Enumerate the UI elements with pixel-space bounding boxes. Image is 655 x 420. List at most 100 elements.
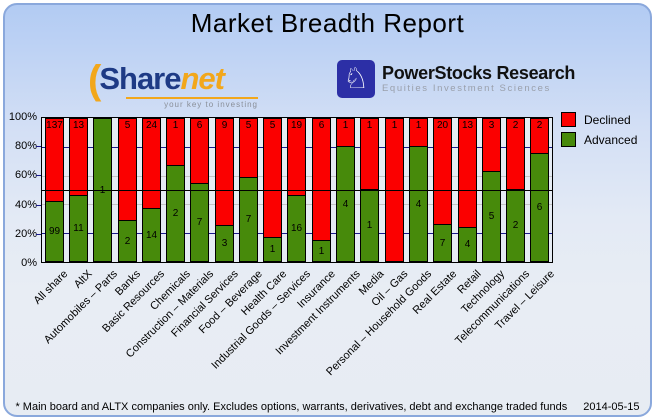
declined-count-label: 1 xyxy=(366,120,373,131)
sharenet-arc-icon: ( xyxy=(88,58,102,102)
advanced-count-label: 4 xyxy=(415,198,422,210)
declined-count-label: 1 xyxy=(172,120,179,131)
y-axis-label: 80% xyxy=(14,140,37,152)
y-axis-label: 100% xyxy=(8,111,37,123)
bar-segment-advanced: 16 xyxy=(287,196,306,262)
legend-item-advanced: Advanced xyxy=(561,132,637,147)
y-axis-label: 40% xyxy=(14,199,37,211)
advanced-count-label: 6 xyxy=(536,202,543,213)
declined-count-label: 9 xyxy=(221,120,228,131)
y-axis-tick xyxy=(36,175,41,176)
advanced-count-label: 2 xyxy=(172,208,179,219)
advanced-swatch-icon xyxy=(561,132,576,147)
y-axis-label: 60% xyxy=(14,169,37,181)
advanced-count-label: 99 xyxy=(48,226,61,237)
bar-segment-declined: 24 xyxy=(142,118,161,209)
bar-segment-declined: 1 xyxy=(336,118,355,147)
bar-segment-declined: 9 xyxy=(215,118,234,226)
bar-segment-advanced: 2 xyxy=(506,190,525,262)
advanced-count-label: 2 xyxy=(512,220,519,231)
declined-count-label: 13 xyxy=(72,120,85,131)
bar-segment-declined: 3 xyxy=(482,118,501,172)
advanced-count-label: 11 xyxy=(73,223,84,234)
bar-segment-advanced: 3 xyxy=(215,226,234,262)
declined-count-label: 20 xyxy=(436,120,449,131)
bar-segment-declined: 5 xyxy=(239,118,258,178)
advanced-count-label: 5 xyxy=(488,211,495,222)
advanced-count-label: 7 xyxy=(196,217,203,228)
bar-basic-resources: 24 14 xyxy=(142,118,161,262)
declined-count-label: 2 xyxy=(536,120,543,131)
bar-segment-declined: 1 xyxy=(409,118,428,147)
sharenet-logo: ( Share net your key to investing xyxy=(88,56,258,109)
chess-knight-icon: ♘ xyxy=(337,60,375,98)
bar-segment-declined: 5 xyxy=(263,118,282,238)
bar-segment-advanced: 1 xyxy=(360,190,379,262)
bar-segment-advanced: 14 xyxy=(142,209,161,262)
powerstocks-title: PowerStocks Research xyxy=(382,62,576,83)
bar-segment-advanced: 1 xyxy=(312,241,331,262)
plot-area: 1379913111522414126793575119166114111142… xyxy=(41,117,553,263)
bar-segment-advanced: 1 xyxy=(263,238,282,262)
page-title: Market Breadth Report xyxy=(190,8,465,38)
declined-count-label: 2 xyxy=(512,120,519,131)
advanced-count-label: 2 xyxy=(124,235,131,247)
bar-all-share: 137 99 xyxy=(45,118,64,262)
bar-segment-declined: 2 xyxy=(530,118,549,154)
bar-segment-declined: 13 xyxy=(69,118,88,196)
y-axis-tick xyxy=(36,205,41,206)
declined-count-label: 6 xyxy=(196,120,203,131)
bar-industrial-goods-services: 19 16 xyxy=(287,118,306,262)
bar-segment-declined: 1 xyxy=(166,118,185,166)
declined-count-label: 3 xyxy=(488,120,495,131)
declined-count-label: 1 xyxy=(391,120,398,131)
advanced-count-label: 7 xyxy=(439,237,446,249)
declined-count-label: 6 xyxy=(318,120,325,131)
bar-segment-declined: 6 xyxy=(312,118,331,241)
declined-swatch-icon xyxy=(561,112,576,127)
legend: Declined Advanced xyxy=(561,112,637,147)
bar-segment-declined: 13 xyxy=(458,118,477,228)
declined-count-label: 5 xyxy=(245,120,252,131)
powerstocks-subtitle: Equities Investment Sciences xyxy=(382,83,551,95)
advanced-count-label: 4 xyxy=(342,198,349,210)
advanced-count-label: 1 xyxy=(366,220,373,231)
footer-date: 2014-05-15 xyxy=(583,401,640,413)
sharenet-word-share: Share xyxy=(99,61,181,96)
bar-segment-advanced: 2 xyxy=(118,221,137,262)
declined-count-label: 19 xyxy=(290,120,303,131)
bar-segment-declined: 2 xyxy=(506,118,525,190)
declined-count-label: 1 xyxy=(342,120,349,131)
y-axis-label: 20% xyxy=(14,228,37,240)
declined-count-label: 137 xyxy=(46,120,63,131)
bar-segment-declined: 6 xyxy=(190,118,209,184)
bar-segment-advanced: 99 xyxy=(45,202,64,262)
declined-count-label: 1 xyxy=(415,120,422,131)
advanced-count-label: 16 xyxy=(290,223,303,234)
bar-segment-advanced: 6 xyxy=(530,154,549,262)
sharenet-tagline: your key to investing xyxy=(126,97,258,109)
bar-retail: 13 4 xyxy=(458,118,477,262)
footer-note: * Main board and ALTX companies only. Ex… xyxy=(15,401,568,413)
sharenet-word-net: net xyxy=(180,61,225,96)
bar-real-estate: 20 7 xyxy=(433,118,452,262)
y-axis-tick xyxy=(36,234,41,235)
declined-count-label: 24 xyxy=(145,120,158,131)
powerstocks-logo: ♘ PowerStocks Research Equities Investme… xyxy=(337,60,575,98)
bar-segment-advanced: 4 xyxy=(458,228,477,262)
y-axis-label: 0% xyxy=(21,257,37,269)
bar-segment-advanced: 7 xyxy=(433,225,452,262)
sharenet-wordmark: ( Share net xyxy=(88,56,258,100)
declined-count-label: 5 xyxy=(269,120,276,131)
bar-segment-declined: 20 xyxy=(433,118,452,225)
bar-altx: 13 11 xyxy=(69,118,88,262)
